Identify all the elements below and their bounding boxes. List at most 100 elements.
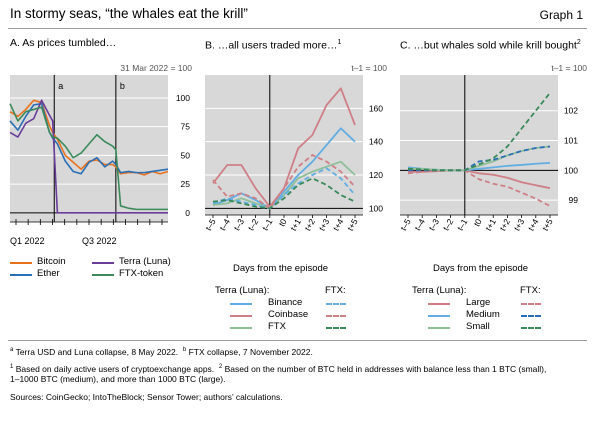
- panel-c-chart: t–1 = 100 99 100 101 102 t–5 t–4 t–3 t–2 t–1 t0 t+1…: [398, 63, 587, 233]
- series-line-terra-luna-binance: [212, 127, 356, 210]
- series-line-ftx-medium: [408, 145, 551, 172]
- panel-c-xtick-label: t–4: [412, 217, 427, 232]
- legend-c-group-label: Terra (Luna):: [412, 285, 467, 296]
- series-line-ftx-ftx: [212, 177, 356, 210]
- panel-b-title: B. …all users traded more…1: [205, 37, 341, 52]
- footnote-2-text: Based on the number of BTC held in addre…: [224, 363, 547, 374]
- legend-b-label-binance: Binance: [268, 297, 303, 308]
- panel-b-xtick-label: t+1: [288, 217, 303, 233]
- panel-a-ytick-label: 25: [181, 179, 191, 189]
- panel-c-ytick-label: 99: [569, 195, 579, 205]
- panel-c-xtick-label: t–5: [398, 217, 413, 232]
- legend-c-label-large: Large: [466, 297, 491, 308]
- series-line-terra-luna-: [9, 99, 168, 214]
- legend-label-ftx-token: FTX-token: [119, 268, 164, 279]
- footnote-2-cont: 1–1000 BTC (medium), and more than 1000 …: [10, 374, 226, 384]
- sources-note: Sources: CoinGecko; IntoTheBlock; Sensor…: [10, 392, 283, 402]
- legend-c-dash-medium: [521, 315, 541, 317]
- panel-c-xtick-label: t+1: [483, 217, 498, 233]
- panel-b-unit: t–1 = 100: [351, 63, 387, 73]
- footnote-rule: [8, 340, 587, 341]
- series-line-ether: [9, 102, 169, 175]
- panel-a-chart: 31 Mar 2022 = 100 0 25 50 75 100 a b Q1 2022 Q3 2…: [9, 63, 192, 246]
- legend-c-dash-small: [521, 327, 541, 329]
- footnote-1-mark: 1: [10, 364, 14, 370]
- graph-number: Graph 1: [539, 8, 583, 22]
- panel-c-xtick-label: t+5: [540, 217, 555, 233]
- legend-b-label-coinbase: Coinbase: [268, 309, 309, 320]
- legend-b-group-label: Terra (Luna):: [215, 285, 270, 296]
- legend-c-dash-large: [521, 303, 541, 305]
- panel-b-ytick-label: 140: [369, 137, 383, 147]
- panel-a-ytick-label: 0: [185, 208, 190, 218]
- legend-c-swatch-small: [428, 327, 450, 329]
- legend-c-swatch-large: [428, 303, 450, 305]
- panel-c-xtick-label: t–2: [441, 217, 456, 232]
- panel-c-title-text: C. …but whales sold while krill bought: [400, 39, 577, 52]
- panel-b-title-text: B. …all users traded more…: [205, 39, 338, 52]
- panel-c-xtick-label: t–1: [455, 217, 470, 232]
- legend-b-dash-coinbase: [326, 315, 346, 317]
- panel-a-title: A. As prices tumbled…: [10, 37, 117, 49]
- series-line-ftx-small: [407, 92, 551, 172]
- legend-b-dash-ftx: [326, 327, 346, 329]
- panel-b-xlabel: Days from the episode: [233, 263, 329, 274]
- panel-a-unit: 31 Mar 2022 = 100: [120, 63, 192, 73]
- panel-a-event-label: a: [58, 81, 63, 91]
- panel-a-plot-bg: [10, 75, 168, 222]
- panel-c-xtick-label: t+4: [526, 217, 541, 233]
- legend-c-swatch-medium: [428, 315, 450, 317]
- footnote-b-text: FTX collapse, 7 November 2022.: [188, 346, 313, 357]
- footnote-1-text: Based on daily active users of cryptoexc…: [15, 363, 215, 374]
- series-line-terra-luna-large: [408, 169, 551, 190]
- panel-b-ytick-label: 100: [369, 203, 383, 213]
- panel-b-xtick-label: t–1: [260, 217, 275, 232]
- panel-c-unit: t–1 = 100: [551, 63, 587, 73]
- legend-c-label-small: Small: [466, 321, 490, 332]
- legend-swatch-bitcoin: [10, 262, 32, 264]
- panel-c-xtick-label: t+3: [512, 217, 527, 233]
- panel-c-ytick-label: 101: [564, 136, 578, 146]
- legend-swatch-ftx-token: [92, 274, 114, 276]
- panel-a-xtick-label: Q3 2022: [82, 236, 117, 246]
- legend-label-ether: Ether: [37, 268, 60, 279]
- panel-a-ytick-label: 100: [176, 93, 190, 103]
- panel-c-xtick-label: t–3: [427, 217, 442, 232]
- legend-c-ftx-label: FTX:: [520, 285, 541, 296]
- legend-b-swatch-ftx: [230, 327, 252, 329]
- panel-b-title-sup: 1: [337, 39, 342, 46]
- panel-c-plot-bg: [400, 75, 558, 215]
- legend-c-label-medium: Medium: [466, 309, 500, 320]
- legend-label-terra: Terra (Luna): [119, 256, 171, 267]
- footnote-b-mark: b: [182, 347, 187, 353]
- header-rule: [8, 28, 587, 29]
- panel-c-ytick-label: 102: [564, 106, 578, 116]
- footnote-a-mark: a: [10, 347, 14, 353]
- panel-a-ytick-label: 50: [181, 150, 191, 160]
- panel-b-xtick-label: t–5: [203, 217, 218, 232]
- legend-b-swatch-binance: [230, 303, 252, 305]
- series-line-ftx-binance: [212, 167, 356, 210]
- panel-a-xtick-label: Q1 2022: [10, 236, 45, 246]
- legend-b-swatch-coinbase: [230, 315, 252, 317]
- panel-c-title: C. …but whales sold while krill bought2: [400, 37, 585, 52]
- panel-b-ytick-label: 160: [369, 103, 383, 113]
- panel-c-xtick-label: t+2: [497, 217, 512, 233]
- legend-b-label-ftx: FTX: [268, 321, 286, 332]
- legend-label-bitcoin: Bitcoin: [37, 256, 66, 267]
- panel-b-xtick-label: t+3: [317, 217, 332, 233]
- panel-c-xlabel: Days from the episode: [433, 263, 529, 274]
- series-line-ftx-large: [407, 169, 551, 207]
- panel-b-xtick-label: t–3: [232, 217, 247, 232]
- legend-b-ftx-label: FTX:: [325, 285, 346, 296]
- figure-title: In stormy seas, “the whales eat the kril…: [10, 6, 248, 21]
- panel-b-xtick-label: t–4: [217, 217, 232, 232]
- panel-c-xtick-label: t0: [472, 217, 484, 228]
- series-line-terra-luna-coinbase: [212, 87, 356, 208]
- panel-b-xtick-label: t+2: [302, 217, 317, 233]
- series-line-ftx-token: [9, 103, 168, 211]
- legend-b-dash-binance: [326, 303, 346, 305]
- legend-swatch-terra: [92, 262, 114, 264]
- panel-c-title-sup: 2: [576, 39, 581, 46]
